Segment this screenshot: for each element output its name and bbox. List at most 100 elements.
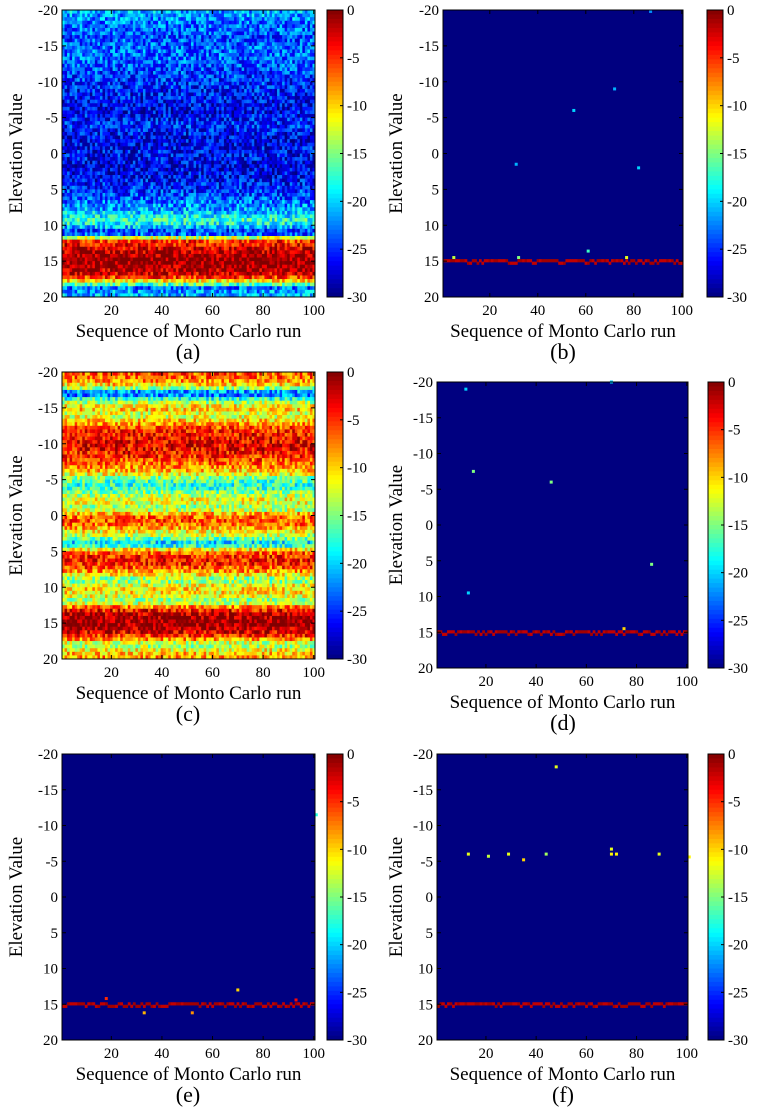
colorbar-step (327, 636, 343, 642)
peak-cell (627, 1002, 631, 1006)
colorbar-step (327, 870, 343, 876)
peak-cell (112, 1004, 116, 1008)
colorbar-step (708, 453, 724, 459)
colorbar-tick-label: -15 (728, 890, 748, 906)
colorbar-step (707, 45, 723, 51)
peak-cell (529, 632, 533, 636)
colorbar-tick-label: -25 (728, 613, 748, 629)
colorbar-step (327, 573, 343, 579)
colorbar-step (707, 95, 723, 101)
colorbar-step (708, 847, 724, 853)
panel-b: -20 -15 -10 -5 0 5 10 15 20 20 40 60 80 100 Sequence o… (380, 0, 761, 372)
peak-cell (282, 1002, 285, 1006)
outlier-point (613, 87, 617, 91)
peak-cell (467, 630, 470, 634)
colorbar-step (327, 1013, 343, 1019)
colorbar-step (327, 816, 343, 822)
colorbar-step (708, 386, 724, 392)
colorbar-step (708, 794, 724, 800)
panel-label: (f) (552, 1082, 574, 1107)
y-tick-label: -20 (419, 3, 439, 19)
outlier-point (142, 1011, 146, 1015)
colorbar-step (707, 144, 723, 150)
colorbar-tick-label: -10 (728, 842, 748, 858)
colorbar-step (327, 838, 343, 844)
y-axis-label: Elevation Value (386, 465, 407, 585)
peak-cell (527, 259, 530, 263)
colorbar-step (327, 207, 343, 213)
colorbar: 0 -5 -10 -15 -20 -25 -30 (326, 365, 367, 668)
colorbar-step (327, 614, 343, 620)
colorbar-step (707, 99, 723, 105)
colorbar-tick-label: -5 (728, 423, 741, 439)
colorbar-step (708, 798, 724, 804)
colorbar-step (708, 874, 724, 880)
peak-cell (622, 632, 626, 636)
colorbar-step (707, 77, 723, 83)
peak-cell (567, 630, 571, 634)
colorbar-step (327, 955, 343, 960)
peak-cell (297, 1002, 301, 1006)
colorbar-step (707, 220, 723, 226)
colorbar-step (327, 10, 343, 15)
peak-cell (302, 1002, 306, 1006)
colorbar-step (708, 408, 724, 414)
peak-cell (572, 1004, 576, 1008)
colorbar-step (327, 166, 343, 172)
colorbar-step (327, 910, 343, 916)
colorbar-step (707, 81, 723, 87)
peak-cell (498, 259, 501, 263)
colorbar-step (327, 493, 343, 498)
peak-cell (474, 1002, 478, 1006)
colorbar-step (708, 663, 724, 669)
outlier-point (622, 627, 626, 631)
colorbar: 0 -5 -10 -15 -20 -25 -30 (707, 375, 748, 677)
colorbar-step (327, 519, 343, 525)
colorbar-step (708, 807, 724, 813)
peak-cell (570, 1002, 573, 1006)
x-axis-label: Sequence of Monto Carlo run (76, 683, 302, 704)
y-tick-label: 10 (424, 218, 439, 234)
colorbar-step (708, 1031, 724, 1036)
peak-cell (572, 259, 576, 263)
colorbar-step (707, 229, 723, 235)
peak-cell (264, 1004, 268, 1008)
colorbar-step (327, 650, 343, 655)
colorbar-step (707, 207, 723, 213)
colorbar-tick-label: -20 (727, 194, 747, 210)
colorbar-step (327, 416, 343, 422)
colorbar-step (327, 812, 343, 817)
peak-cell (444, 632, 448, 636)
peak-cell (221, 1002, 225, 1006)
peak-cell (455, 259, 458, 263)
outlier-point (314, 813, 318, 817)
peak-cell (289, 1002, 293, 1006)
peak-cell (607, 1002, 611, 1006)
peak-cell (678, 261, 681, 265)
peak-cell (198, 1004, 202, 1008)
colorbar-tick-label: 0 (347, 3, 355, 19)
y-tick-label: -10 (413, 447, 433, 463)
colorbar-tick-label: -20 (728, 938, 748, 954)
peak-cell (517, 630, 521, 634)
colorbar-tick-label: -20 (347, 194, 367, 210)
peak-cell (542, 1004, 546, 1008)
peak-cell (64, 1004, 68, 1008)
colorbar-step (327, 609, 343, 615)
peak-cell (642, 1004, 646, 1008)
heatmap-body (62, 754, 316, 1040)
peak-cell (442, 1002, 445, 1006)
y-tick-label: 0 (426, 890, 434, 906)
y-tick-label: 5 (426, 554, 434, 570)
outlier-point (236, 988, 240, 992)
peak-cell (623, 261, 626, 265)
peak-cell (476, 261, 480, 265)
colorbar-step (327, 202, 343, 208)
colorbar-step (327, 27, 343, 33)
colorbar-step (327, 964, 343, 969)
peak-cell (261, 1004, 265, 1008)
colorbar-step (327, 443, 343, 449)
heatmap-body (62, 10, 316, 298)
colorbar-step (327, 95, 343, 101)
peak-cell (680, 632, 684, 636)
